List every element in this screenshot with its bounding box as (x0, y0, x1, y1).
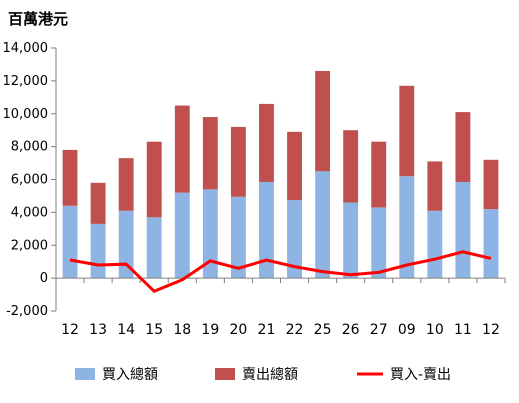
bar-buy (287, 200, 302, 279)
y-tick-label: 0 (40, 271, 48, 286)
bar-sell (174, 105, 190, 193)
x-tick-label: 12 (61, 322, 79, 338)
legend-label-sell: 賣出總額 (242, 366, 298, 383)
bar-buy (343, 202, 359, 279)
bar-sell (118, 158, 134, 211)
bar-buy (174, 192, 190, 279)
y-tick-label: 10,000 (3, 107, 49, 122)
bar-sell (455, 112, 471, 182)
x-tick-label: 10 (426, 322, 444, 338)
bar-buy (315, 171, 331, 279)
y-tick-label: 4,000 (11, 205, 48, 220)
bar-sell (315, 71, 331, 172)
bar-buy (118, 210, 134, 279)
bar-buy (427, 210, 443, 279)
bar-sell (90, 182, 106, 224)
bars (62, 71, 499, 279)
x-tick-label: 18 (173, 322, 191, 338)
bar-buy (483, 209, 499, 279)
bar-sell (287, 131, 302, 201)
x-tick-label: 11 (454, 322, 472, 338)
bar-sell (259, 103, 274, 182)
bar-buy (62, 205, 78, 279)
y-tick-label: 2,000 (11, 238, 48, 253)
net-line-series (69, 250, 492, 294)
bar-sell (62, 149, 78, 206)
x-tick-label: 15 (145, 322, 163, 338)
x-tick-label: 22 (286, 322, 304, 338)
bar-sell (371, 141, 387, 208)
x-tick-label: 27 (370, 322, 388, 338)
bar-sell (483, 159, 499, 210)
bar-buy (455, 181, 471, 279)
bar-buy (259, 181, 274, 279)
unit-label: 百萬港元 (8, 10, 68, 28)
bar-sell (230, 126, 246, 197)
bar-sell (399, 85, 415, 177)
x-tick-label: 21 (258, 322, 276, 338)
x-axis-ticks: 12 13 14 15 18 19 20 21 22 25 26 27 09 10 11 12 (55, 278, 506, 338)
y-tick-label: 14,000 (3, 41, 49, 56)
bar-sell (146, 141, 162, 218)
x-tick-label: 26 (342, 322, 360, 338)
bar-buy (230, 196, 246, 279)
bar-buy (371, 207, 387, 279)
x-tick-label: 20 (229, 322, 247, 338)
y-tick-label: 8,000 (11, 140, 48, 155)
bar-buy (399, 176, 415, 279)
x-tick-label: 09 (398, 322, 416, 338)
bar-buy (146, 217, 162, 279)
bar-sell (202, 117, 218, 190)
x-tick-label: 19 (201, 322, 219, 338)
bar-sell (427, 161, 443, 211)
legend-swatch-sell (215, 368, 235, 380)
legend-label-net: 買入-賣出 (390, 367, 451, 383)
legend-label-buy: 買入總額 (102, 366, 158, 383)
x-tick-label: 13 (89, 322, 107, 338)
y-tick-label: 12,000 (3, 74, 49, 89)
bar-sell (343, 130, 359, 203)
y-axis-ticks: -2,000 0 2,000 4,000 6,000 8,000 10,000 12,000 1… (3, 41, 56, 319)
x-tick-label: 25 (314, 322, 332, 338)
y-tick-label: -2,000 (6, 304, 48, 319)
bar-buy (90, 223, 106, 279)
y-tick-label: 6,000 (11, 173, 48, 188)
bar-buy (202, 189, 218, 279)
x-tick-label: 14 (117, 322, 135, 338)
x-tick-label: 12 (482, 322, 500, 338)
legend: 買入總額 賣出總額 買入-賣出 (75, 366, 451, 383)
legend-swatch-buy (75, 368, 95, 380)
